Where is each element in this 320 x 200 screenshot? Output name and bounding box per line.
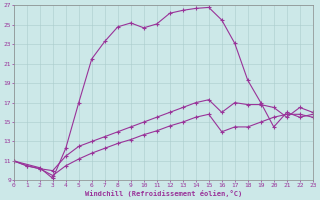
X-axis label: Windchill (Refroidissement éolien,°C): Windchill (Refroidissement éolien,°C): [84, 190, 242, 197]
